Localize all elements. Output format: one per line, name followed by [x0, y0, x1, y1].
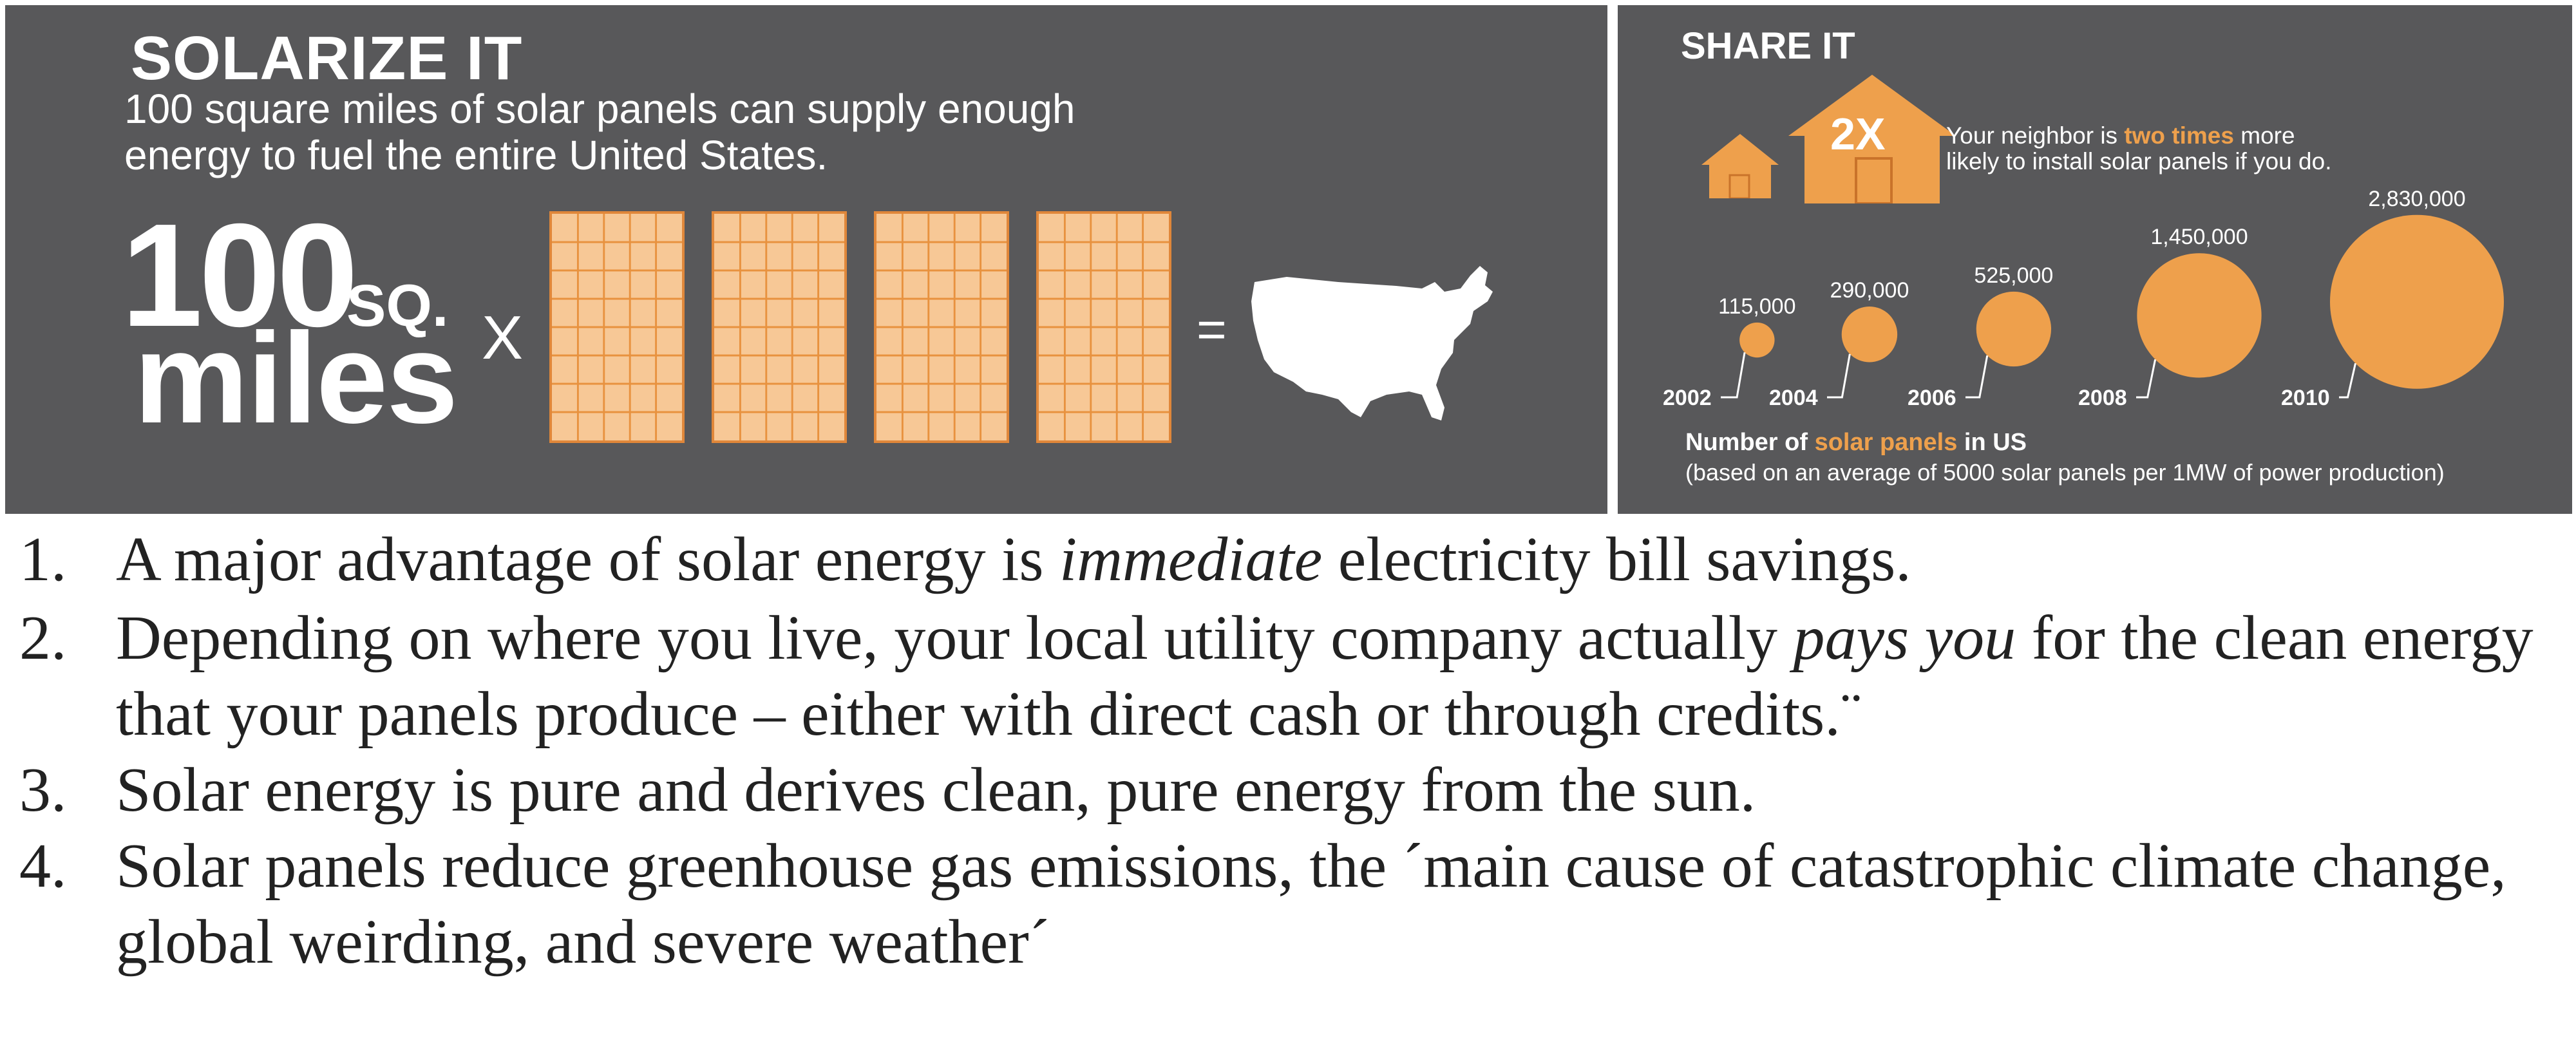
year-leader-line [2339, 363, 2357, 399]
neighbor-text-post: more likely to install solar panels if y… [1946, 122, 2332, 175]
benefit-text: for the clean energy that your panels pr… [116, 603, 2533, 749]
benefit-number: 2. [19, 603, 67, 673]
benefit-text: Solar panels reduce greenhouse gas emiss… [116, 831, 2506, 977]
solarize-title: SOLARIZE IT [131, 24, 523, 93]
year-label: 2002 [1663, 386, 1712, 410]
solar-panel-icon [1036, 211, 1171, 443]
benefit-number: 3. [19, 755, 67, 825]
bubble-value-label: 115,000 [1718, 294, 1795, 319]
benefit-number: 1. [19, 525, 67, 594]
neighbor-highlight: two times [2124, 122, 2234, 149]
year-leader-line [1827, 354, 1851, 399]
year-label: 2006 [1908, 386, 1956, 410]
bubble-value-label: 1,450,000 [2150, 225, 2248, 249]
big-house-icon [1788, 75, 1956, 203]
chart-title-highlight: solar panels [1814, 429, 1958, 456]
times-sign: X [482, 303, 524, 372]
bubble-2010 [2330, 214, 2504, 389]
year-leader-line [1721, 352, 1746, 399]
benefit-item: 2. Depending on where you live, your loc… [19, 600, 2570, 752]
benefit-text: Depending on where you live, your local … [116, 603, 1794, 673]
chart-title-post: in US [1957, 429, 2027, 456]
benefit-text: A major advantage of solar energy is [116, 525, 1060, 594]
bubble-2008 [2137, 253, 2262, 378]
benefit-number: 4. [19, 831, 67, 901]
benefit-item: 3. Solar energy is pure and derives clean… [19, 752, 2570, 828]
chart-subtitle: (based on an average of 5000 solar panel… [1685, 459, 2445, 486]
benefit-item: 4. Solar panels reduce greenhouse gas emi… [19, 828, 2570, 980]
benefit-list: 1. A major advantage of solar energy is i… [19, 522, 2570, 980]
bubble-value-label: 2,830,000 [2368, 187, 2465, 211]
benefit-text: pays you [1793, 603, 2016, 673]
big-number: 100 [121, 194, 358, 357]
bubble-value-label: 290,000 [1830, 278, 1909, 303]
bubble-value-label: 525,000 [1974, 263, 2053, 288]
chart-title-pre: Number of [1685, 429, 1815, 456]
year-leader-line [1965, 355, 1989, 399]
small-house-icon [1701, 134, 1779, 198]
big-unit: miles [134, 307, 458, 450]
solar-panel-icon [712, 211, 847, 443]
benefit-text: immediate [1059, 525, 1323, 594]
year-leader-line [2136, 359, 2157, 399]
solar-panel-icon [874, 211, 1009, 443]
neighbor-text: Your neighbor is two times more likely t… [1946, 123, 2333, 175]
neighbor-text-pre: Your neighbor is [1946, 122, 2125, 149]
big-unit-top: SQ. [346, 273, 449, 339]
solarize-subtitle: 100 square miles of solar panels can sup… [124, 86, 1075, 178]
bubble-2004 [1841, 307, 1898, 363]
benefit-item: 1. A major advantage of solar energy is i… [19, 522, 2570, 598]
usa-map-icon [1251, 266, 1493, 420]
chart-title: Number of solar panels in US [1685, 429, 2027, 457]
year-label: 2010 [2281, 386, 2330, 410]
house-multiplier: 2X [1830, 109, 1886, 159]
solarize-panel: SOLARIZE IT 100 square miles of solar pa… [5, 5, 1607, 514]
bubble-2006 [1976, 291, 2052, 367]
bubble-chart: 115,000 2002 290,000 2004 525,000 2006 1,450,0… [1663, 187, 2504, 410]
benefit-text: electricity bill savings. [1322, 525, 1911, 594]
bubble-2002 [1739, 322, 1775, 358]
share-title: SHARE IT [1681, 25, 1855, 67]
year-label: 2008 [2078, 386, 2127, 410]
benefit-text: Solar energy is pure and derives clean, … [116, 755, 1756, 825]
year-label: 2004 [1769, 386, 1818, 410]
solar-panel-icon [549, 211, 685, 443]
equals-sign: = [1197, 301, 1227, 358]
share-panel: SHARE IT 2X Your neighbor is two times m… [1618, 5, 2572, 514]
